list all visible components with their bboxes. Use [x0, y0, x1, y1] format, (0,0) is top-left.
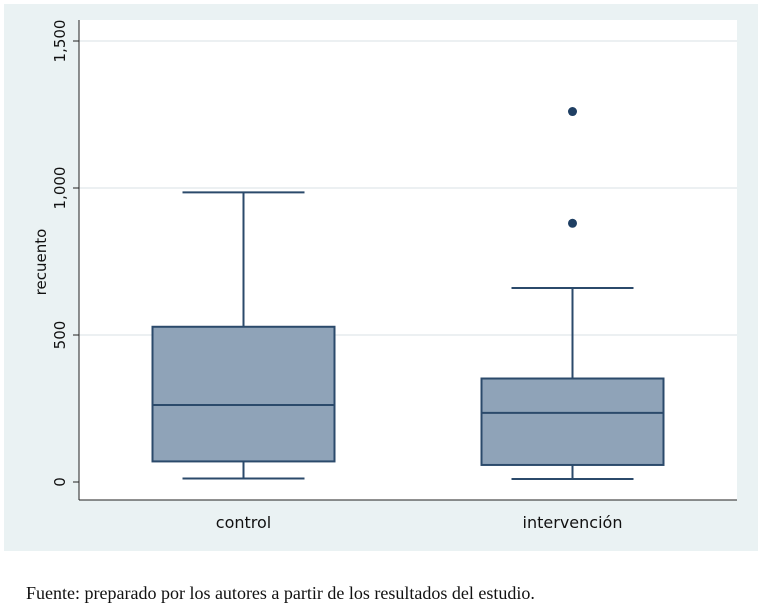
source-caption: Fuente: preparado por los autores a part… — [26, 583, 535, 603]
y-tick-label: 1,000 — [51, 167, 69, 210]
interquartile-box — [480, 377, 665, 466]
y-axis-ticks: 0 500 1,000 1,500 — [51, 20, 79, 487]
box-intervención — [480, 107, 665, 481]
box-plot: 0 500 1,000 1,500 control intervención recue… — [32, 20, 737, 532]
y-tick-label: 0 — [51, 477, 69, 487]
x-axis-labels: control intervención — [216, 513, 623, 532]
y-axis-title: recuento — [32, 229, 50, 296]
y-tick-label: 1,500 — [51, 20, 69, 63]
interquartile-box — [151, 325, 336, 463]
box-control — [151, 191, 336, 480]
boxes — [151, 107, 665, 481]
y-tick-label: 500 — [51, 321, 69, 350]
x-category-label: intervención — [523, 513, 623, 532]
x-category-label: control — [216, 513, 271, 532]
outlier-point — [568, 218, 577, 228]
outlier-point — [568, 107, 577, 117]
